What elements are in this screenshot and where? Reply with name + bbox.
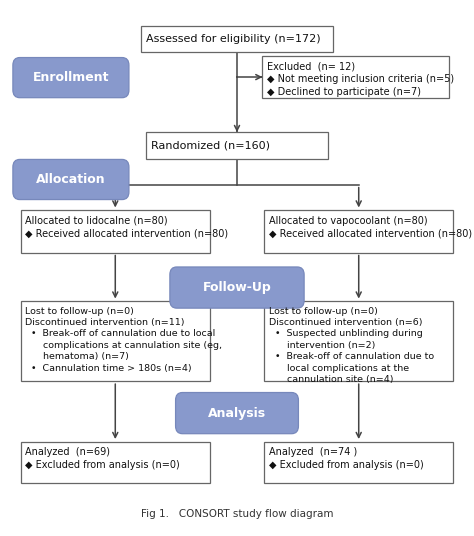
- FancyBboxPatch shape: [21, 210, 210, 252]
- FancyBboxPatch shape: [13, 159, 129, 199]
- Text: Randomized (n=160): Randomized (n=160): [151, 140, 270, 151]
- FancyBboxPatch shape: [170, 267, 304, 308]
- FancyBboxPatch shape: [264, 210, 453, 252]
- FancyBboxPatch shape: [13, 57, 129, 98]
- FancyBboxPatch shape: [21, 301, 210, 381]
- Text: Enrollment: Enrollment: [33, 71, 109, 84]
- Text: Allocated to lidocalne (n=80)
◆ Received allocated intervention (n=80): Allocated to lidocalne (n=80) ◆ Received…: [26, 215, 228, 239]
- Text: Analyzed  (n=74 )
◆ Excluded from analysis (n=0): Analyzed (n=74 ) ◆ Excluded from analysi…: [269, 447, 424, 470]
- Text: Analyzed  (n=69)
◆ Excluded from analysis (n=0): Analyzed (n=69) ◆ Excluded from analysis…: [26, 447, 180, 470]
- Text: Assessed for eligibility (n=172): Assessed for eligibility (n=172): [146, 34, 320, 44]
- Text: Excluded  (n= 12)
◆ Not meeting inclusion criteria (n=5)
◆ Declined to participa: Excluded (n= 12) ◆ Not meeting inclusion…: [266, 61, 454, 96]
- Text: Allocated to vapocoolant (n=80)
◆ Received allocated intervention (n=80): Allocated to vapocoolant (n=80) ◆ Receiv…: [269, 215, 472, 239]
- FancyBboxPatch shape: [175, 392, 299, 434]
- FancyBboxPatch shape: [141, 26, 333, 53]
- Text: Lost to follow-up (n=0)
Discontinued intervention (n=11)
  •  Break-off of cannu: Lost to follow-up (n=0) Discontinued int…: [26, 307, 222, 373]
- Text: Allocation: Allocation: [36, 173, 106, 186]
- Text: Follow-Up: Follow-Up: [202, 281, 272, 294]
- FancyBboxPatch shape: [264, 442, 453, 483]
- Text: Lost to follow-up (n=0)
Discontinued intervention (n=6)
  •  Suspected unblindin: Lost to follow-up (n=0) Discontinued int…: [269, 307, 434, 384]
- Text: Analysis: Analysis: [208, 407, 266, 420]
- FancyBboxPatch shape: [262, 56, 448, 98]
- FancyBboxPatch shape: [264, 301, 453, 381]
- FancyBboxPatch shape: [146, 132, 328, 159]
- Text: Fig 1.   CONSORT study flow diagram: Fig 1. CONSORT study flow diagram: [141, 509, 333, 519]
- FancyBboxPatch shape: [21, 442, 210, 483]
